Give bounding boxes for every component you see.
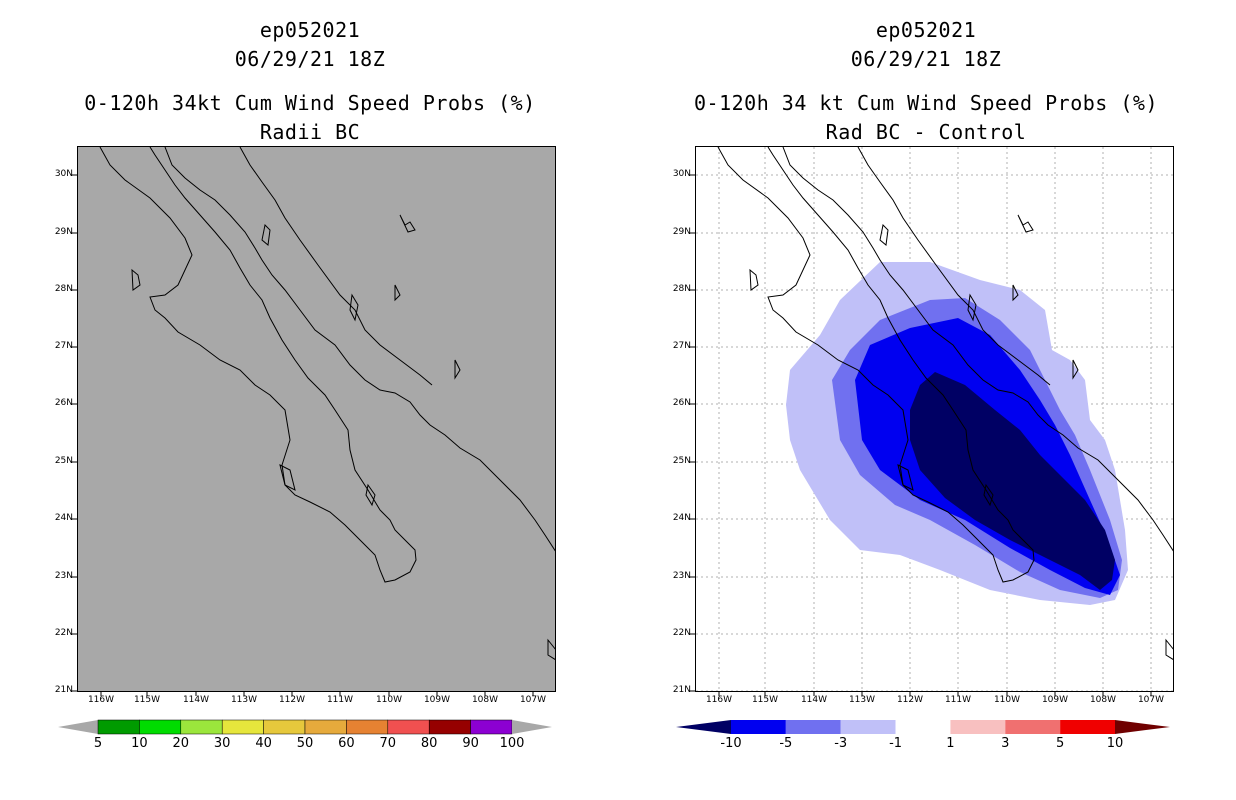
- colorbar-label: -3: [834, 736, 848, 751]
- lon-label: 114W: [182, 695, 210, 705]
- colorbar-swatch: [139, 719, 182, 735]
- colorbar-label: 80: [420, 736, 438, 751]
- colorbar-right-arrow: [1115, 720, 1170, 734]
- colorbar-right-arrow: [512, 720, 552, 734]
- colorbar-swatch: [470, 719, 513, 735]
- lon-label: 110W: [375, 695, 403, 705]
- colorbar-swatch: [428, 719, 471, 735]
- lat-label: 30N: [672, 169, 691, 179]
- colorbar-swatch: [1005, 720, 1061, 734]
- colorbar-label: 30: [213, 736, 231, 751]
- colorbar-label: 90: [462, 736, 479, 751]
- colorbar-label: -1: [889, 736, 903, 751]
- lon-label: 108W: [471, 695, 499, 705]
- lon-label: 109W: [423, 695, 451, 705]
- lon-label: 113W: [230, 695, 258, 705]
- lat-label: 23N: [672, 571, 691, 581]
- lon-label: 109W: [1041, 695, 1069, 705]
- lat-label: 21N: [672, 685, 691, 695]
- colorbar-swatch: [731, 720, 786, 734]
- colorbar-label: 50: [296, 736, 314, 751]
- colorbar-swatch: [387, 719, 430, 735]
- right-subtitle: Rad BC - Control: [825, 120, 1027, 144]
- colorbar-swatch: [180, 719, 223, 735]
- right-storm-id: ep052021: [875, 18, 977, 42]
- lat-label: 29N: [672, 227, 691, 237]
- colorbar-swatch: [785, 720, 841, 734]
- colorbar-swatch: [221, 719, 264, 735]
- lat-label: 26N: [54, 398, 73, 408]
- lat-label: 25N: [54, 456, 73, 466]
- lat-label: 21N: [54, 685, 73, 695]
- colorbar-label: 5: [1056, 736, 1065, 751]
- colorbar-swatch: [1060, 720, 1115, 734]
- colorbar-swatch: [346, 719, 389, 735]
- lon-label: 115W: [133, 695, 161, 705]
- colorbar-label: 60: [338, 736, 355, 751]
- colorbar-label: 3: [1001, 736, 1010, 751]
- colorbar-label: 5: [93, 736, 103, 751]
- left-storm-id: ep052021: [259, 18, 361, 42]
- left-datetime: 06/29/21 18Z: [234, 47, 386, 71]
- lon-label: 107W: [519, 695, 547, 705]
- lat-label: 25N: [672, 456, 691, 466]
- lat-label: 24N: [54, 513, 73, 523]
- colorbar-left-arrow: [58, 720, 98, 734]
- right-map: [695, 146, 1174, 692]
- colorbar-swatch: [304, 719, 347, 735]
- lat-label: 22N: [672, 628, 691, 638]
- left-map: [77, 146, 556, 692]
- lon-label: 116W: [87, 695, 115, 705]
- colorbar-label: 100: [499, 736, 525, 751]
- lon-label: 112W: [896, 695, 924, 705]
- lat-label: 24N: [672, 513, 691, 523]
- lon-label: 110W: [993, 695, 1021, 705]
- colorbar-label: -10: [720, 736, 742, 751]
- lat-label: 22N: [54, 628, 73, 638]
- colorbar-label: 40: [255, 736, 272, 751]
- left-subtitle: Radii BC: [259, 120, 361, 144]
- left-title: 0-120h 34kt Cum Wind Speed Probs (%): [84, 91, 536, 115]
- lon-label: 107W: [1137, 695, 1165, 705]
- colorbar-label: 70: [379, 736, 397, 751]
- lon-label: 116W: [705, 695, 733, 705]
- colorbar-label: -5: [779, 736, 793, 751]
- colorbar-swatch: [97, 719, 140, 735]
- colorbar-swatch: [895, 720, 951, 734]
- lat-label: 26N: [672, 398, 691, 408]
- lon-label: 108W: [1089, 695, 1117, 705]
- colorbar-label: 10: [131, 736, 148, 751]
- colorbar-left-arrow: [676, 720, 731, 734]
- right-datetime: 06/29/21 18Z: [850, 47, 1002, 71]
- colorbar-label: 1: [946, 736, 955, 751]
- lon-label: 115W: [751, 695, 779, 705]
- lon-label: 111W: [944, 695, 972, 705]
- lat-label: 29N: [54, 227, 73, 237]
- lat-label: 30N: [54, 169, 73, 179]
- lon-label: 114W: [800, 695, 828, 705]
- colorbar-swatch: [950, 720, 1006, 734]
- colorbar-swatch: [840, 720, 896, 734]
- colorbar-label: 10: [1106, 736, 1124, 751]
- right-title: 0-120h 34 kt Cum Wind Speed Probs (%): [693, 91, 1159, 115]
- lon-label: 113W: [848, 695, 876, 705]
- lat-label: 28N: [672, 284, 691, 294]
- lat-label: 27N: [672, 341, 691, 351]
- lon-label: 111W: [326, 695, 354, 705]
- lat-label: 23N: [54, 571, 73, 581]
- lon-label: 112W: [278, 695, 306, 705]
- lat-label: 27N: [54, 341, 73, 351]
- colorbar-swatch: [263, 719, 306, 735]
- colorbar-label: 20: [172, 736, 190, 751]
- lat-label: 28N: [54, 284, 73, 294]
